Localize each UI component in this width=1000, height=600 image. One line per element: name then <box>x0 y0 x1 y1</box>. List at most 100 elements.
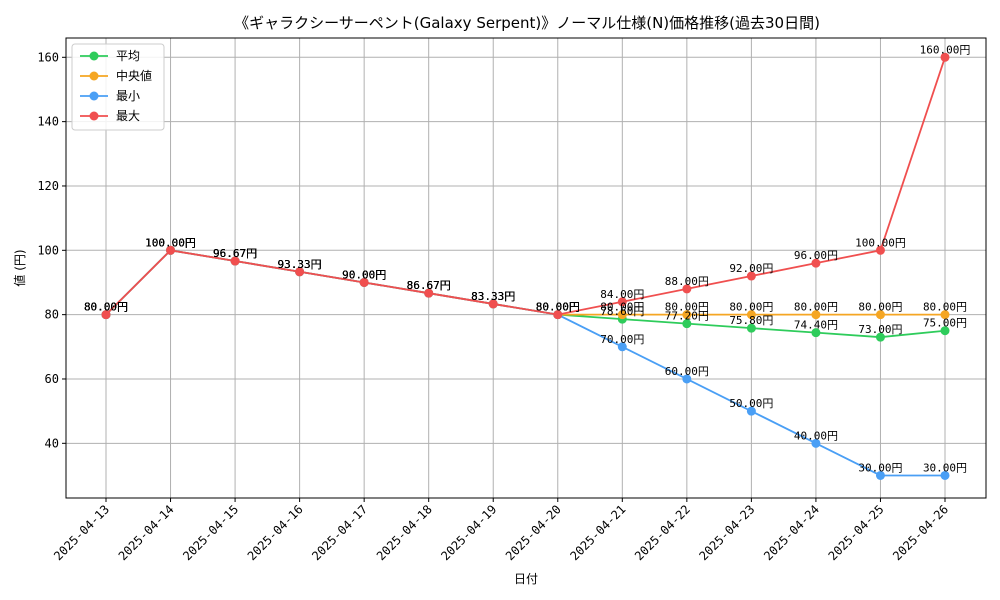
x-tick-label: 2025-04-15 <box>180 502 241 563</box>
x-tick-label: 2025-04-18 <box>374 502 435 563</box>
y-axis-label: 値 (円) <box>12 249 27 286</box>
chart-title: 《ギャラクシーサーペント(Galaxy Serpent)》ノーマル仕様(N)価格… <box>234 14 820 32</box>
x-tick-label: 2025-04-13 <box>51 502 112 563</box>
legend-label: 中央値 <box>116 68 152 83</box>
series-point-1 <box>746 323 756 333</box>
data-label-1: 78.60円 <box>600 305 644 318</box>
data-label-1: 100.00円 <box>145 236 196 249</box>
data-label-2: 80.00円 <box>84 301 128 314</box>
data-label-2: 93.33円 <box>278 258 322 271</box>
data-label-1: 80.00円 <box>84 301 128 314</box>
series-point-4 <box>875 245 885 255</box>
x-tick-label: 2025-04-20 <box>503 502 564 563</box>
legend-marker <box>89 71 99 81</box>
series-point-4 <box>617 297 627 307</box>
legend-marker <box>89 51 99 61</box>
x-tick-label: 2025-04-19 <box>438 502 499 563</box>
y-tick-label: 160 <box>37 50 59 64</box>
series-point-4 <box>553 310 563 320</box>
data-label-4: 92.00円 <box>729 262 773 275</box>
series-point-4 <box>166 245 176 255</box>
data-label-1: 80.00円 <box>536 301 580 314</box>
data-label-3: 100.00円 <box>145 236 196 249</box>
y-tick-label: 100 <box>37 243 59 257</box>
data-label-2: 80.00円 <box>536 301 580 314</box>
series-point-1 <box>682 319 692 329</box>
x-tick-label: 2025-04-16 <box>245 502 306 563</box>
series-point-4 <box>295 267 305 277</box>
data-label-3: 40.00円 <box>794 429 838 442</box>
x-tick-label: 2025-04-21 <box>567 502 628 563</box>
data-label-4: 84.00円 <box>600 288 644 301</box>
y-tick-label: 60 <box>45 372 59 386</box>
data-label-4: 93.33円 <box>278 258 322 271</box>
x-tick-label: 2025-04-23 <box>697 502 758 563</box>
data-label-1: 86.67円 <box>407 279 451 292</box>
data-label-3: 90.00円 <box>342 268 386 281</box>
series-point-4 <box>811 258 821 268</box>
data-label-4: 83.33円 <box>471 290 515 303</box>
data-label-4: 90.00円 <box>342 268 386 281</box>
series-point-4 <box>682 284 692 294</box>
series-point-2 <box>940 310 950 320</box>
data-label-3: 50.00円 <box>729 397 773 410</box>
series-point-2 <box>875 310 885 320</box>
data-label-1: 90.00円 <box>342 268 386 281</box>
data-label-4: 80.00円 <box>536 301 580 314</box>
data-label-4: 88.00円 <box>665 275 709 288</box>
series-point-3 <box>746 406 756 416</box>
plot-frame <box>65 37 987 499</box>
series-layer <box>101 52 950 480</box>
series-point-3 <box>940 470 950 480</box>
series-line-4 <box>105 57 946 316</box>
data-label-2: 96.67円 <box>213 247 257 260</box>
data-label-1: 77.20円 <box>665 310 709 323</box>
series-point-4 <box>940 52 950 62</box>
data-label-3: 60.00円 <box>665 365 709 378</box>
data-labels: 80.00円 100.00円 96.67円 93.33円 90.00円 86.67円 83.… <box>84 43 970 474</box>
data-label-4: 86.67円 <box>407 279 451 292</box>
data-label-2: 100.00円 <box>145 236 196 249</box>
legend-label: 平均 <box>116 49 140 63</box>
data-label-2: 80.00円 <box>858 301 902 314</box>
data-label-2: 80.00円 <box>729 301 773 314</box>
legend-label: 最大 <box>116 109 140 123</box>
series-point-1 <box>811 328 821 338</box>
y-tick-label: 80 <box>45 308 59 322</box>
data-label-2: 83.33円 <box>471 290 515 303</box>
series-point-1 <box>940 326 950 336</box>
series-point-4 <box>230 256 240 266</box>
series-point-4 <box>488 299 498 309</box>
data-label-3: 83.33円 <box>471 290 515 303</box>
series-point-3 <box>617 342 627 352</box>
series-point-4 <box>424 288 434 298</box>
data-label-3: 30.00円 <box>923 461 967 474</box>
series-point-4 <box>101 310 111 320</box>
data-label-3: 30.00円 <box>858 461 902 474</box>
data-label-3: 96.67円 <box>213 247 257 260</box>
data-label-2: 80.00円 <box>794 301 838 314</box>
data-label-4: 96.00円 <box>794 249 838 262</box>
series-point-2 <box>811 310 821 320</box>
data-label-4: 100.00円 <box>145 236 196 249</box>
data-label-1: 75.80円 <box>729 314 773 327</box>
x-tick-label: 2025-04-25 <box>826 502 887 563</box>
series-point-2 <box>682 310 692 320</box>
series-point-3 <box>811 438 821 448</box>
y-tick-label: 120 <box>37 179 59 193</box>
data-label-2: 80.00円 <box>665 301 709 314</box>
series-point-4 <box>746 271 756 281</box>
x-tick-label: 2025-04-14 <box>116 502 177 563</box>
data-label-3: 80.00円 <box>84 301 128 314</box>
series-point-4 <box>359 277 369 287</box>
grid <box>66 38 986 498</box>
data-label-3: 70.00円 <box>600 333 644 346</box>
legend-marker <box>89 111 99 121</box>
x-tick-label: 2025-04-22 <box>632 502 693 563</box>
data-label-3: 80.00円 <box>536 301 580 314</box>
data-label-1: 83.33円 <box>471 290 515 303</box>
x-tick-label: 2025-04-17 <box>309 502 370 563</box>
data-label-4: 160.00円 <box>920 43 971 56</box>
series-point-1 <box>875 332 885 342</box>
